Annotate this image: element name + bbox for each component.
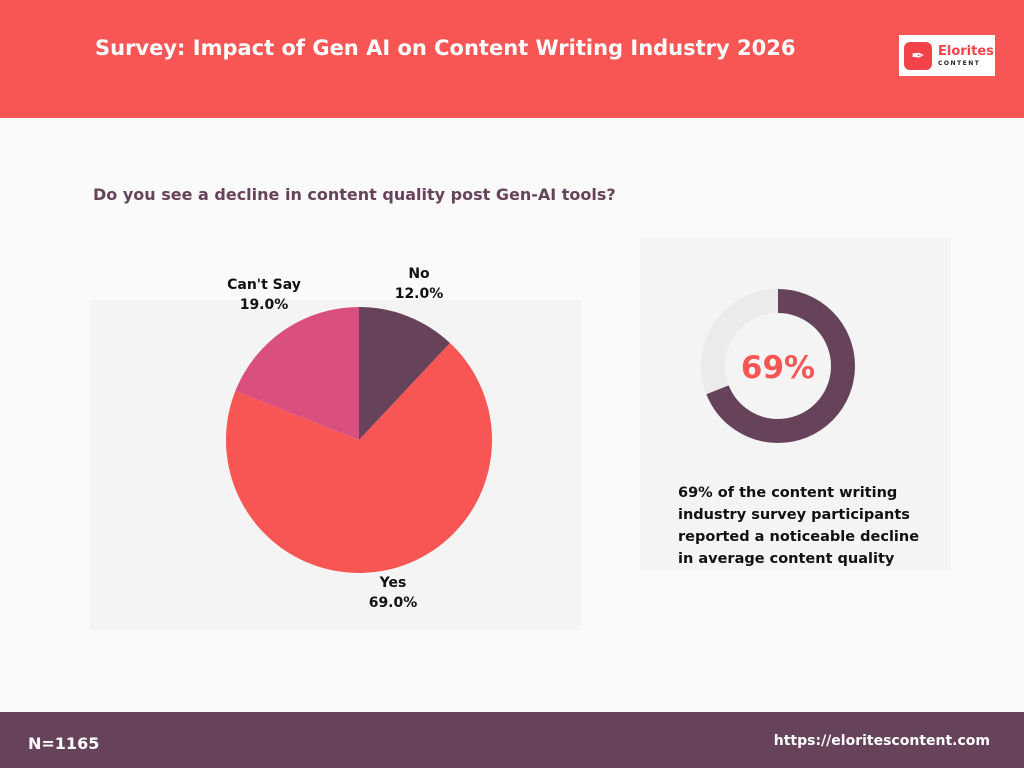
pen-nib-icon: ✒ [904,41,932,70]
pie-category-label: Yes [379,575,407,591]
pie-slice-no [359,307,451,440]
logo-text: Elorites [938,43,994,59]
logo-sub: CONTENT [938,59,981,67]
header: Survey: Impact of Gen AI on Content Writ… [0,0,1024,118]
pie-slice-yes [226,343,492,574]
page-title: Survey: Impact of Gen AI on Content Writ… [95,36,796,60]
pie-category-label: No [408,266,430,282]
website-link[interactable]: https://eloritescontent.com [773,733,990,749]
sample-size: N=1165 [28,734,100,753]
logo: ✒ Elorites CONTENT [899,35,995,76]
donut-fill [701,289,855,443]
pie-value-label: 12.0% [395,286,444,302]
donut-caption: 69% of the content writing industry surv… [678,485,920,567]
pie-value-label: 69.0% [369,595,418,611]
pie-slice-cantsay [235,307,359,440]
footer [0,712,1024,768]
question: Do you see a decline in content quality … [93,185,616,204]
pie-value-label: 19.0% [240,297,289,313]
donut-value-label: 69% [741,350,815,386]
pie-category-label: Can't Say [227,277,301,293]
